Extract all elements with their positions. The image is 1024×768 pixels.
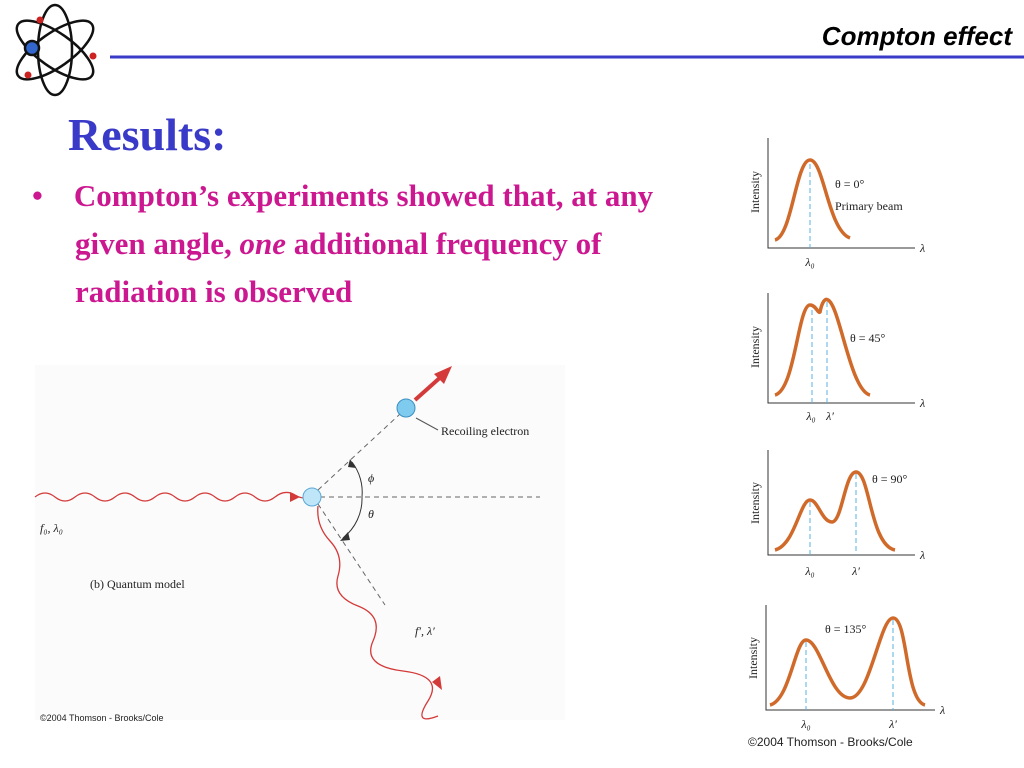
x-label: λ: [919, 241, 925, 255]
scattered-label: f′, λ′: [415, 624, 435, 638]
panel: Intensity θ = 90° λ λ₀ λ′: [748, 450, 925, 578]
phi-label: ϕ: [368, 471, 374, 485]
theta-label: θ: [368, 507, 374, 521]
panel: Intensity θ = 0° Primary beam λ λ₀: [748, 138, 925, 269]
y-label: Intensity: [748, 326, 762, 368]
peak-label: λ′: [888, 717, 897, 731]
quantum-diagram: Recoiling electron ϕ θ f₀, λ₀ (b) Quantu…: [34, 365, 565, 723]
peak-label: λ₀: [804, 564, 814, 578]
incident-label: f₀, λ₀: [40, 521, 63, 535]
slide-heading: Results:: [68, 109, 227, 160]
recoil-label: Recoiling electron: [441, 424, 529, 438]
angle-label: θ = 90°: [872, 472, 908, 486]
bullet-text: Compton’s experiments showed that, at an…: [73, 178, 654, 261]
angle-label: θ = 135°: [825, 622, 867, 636]
y-label: Intensity: [746, 637, 760, 679]
peak-label: λ₀: [805, 409, 815, 423]
y-label: Intensity: [748, 482, 762, 524]
x-label: λ: [919, 396, 925, 410]
x-label: λ: [919, 548, 925, 562]
y-label: Intensity: [748, 171, 762, 213]
panel: Intensity θ = 135° λ λ₀ λ′: [746, 605, 945, 731]
bullet-text: additional frequency of radiation is obs…: [75, 226, 602, 309]
credit: ©2004 Thomson - Brooks/Cole: [40, 713, 164, 723]
note-label: Primary beam: [835, 199, 903, 213]
panel: Intensity θ = 45° λ λ₀ λ′: [748, 293, 925, 423]
bullet-emphasis: one: [239, 226, 286, 261]
angle-label: θ = 0°: [835, 177, 865, 191]
x-label: λ: [939, 703, 945, 717]
header-title: Compton effect: [822, 21, 1014, 51]
peak-label: λ₀: [800, 717, 810, 731]
angle-label: θ = 45°: [850, 331, 886, 345]
peak-label: λ₀: [804, 255, 814, 269]
peak-label: λ′: [851, 564, 860, 578]
peak-label: λ′: [825, 409, 834, 423]
panels-credit: ©2004 Thomson - Brooks/Cole: [748, 735, 913, 749]
model-label: (b) Quantum model: [90, 577, 185, 591]
atom-logo: [15, 3, 97, 97]
bullet: • Compton’s experiments showed that, at …: [32, 178, 654, 309]
